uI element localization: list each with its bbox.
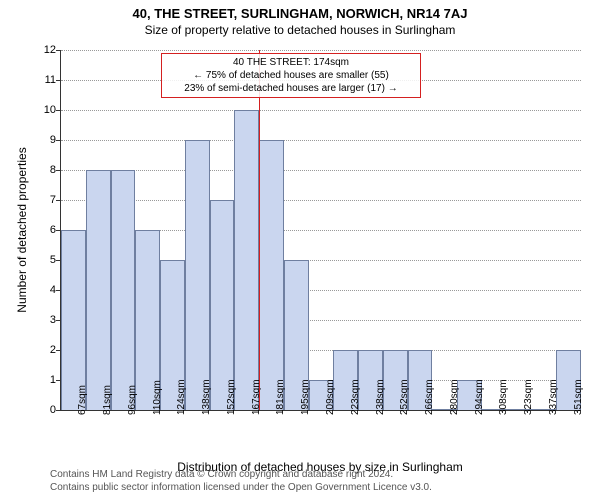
ytick-label: 7: [26, 194, 56, 206]
ytick-label: 2: [26, 344, 56, 356]
annotation-line-3: 23% of semi-detached houses are larger (…: [166, 82, 416, 95]
gridline: [61, 110, 581, 111]
histogram-bar: [86, 170, 111, 410]
xtick-label: 96sqm: [127, 385, 138, 415]
ytick-mark: [56, 50, 61, 51]
xtick-label: 152sqm: [226, 379, 237, 415]
ytick-mark: [56, 200, 61, 201]
xtick-label: 280sqm: [449, 379, 460, 415]
xtick-label: 337sqm: [548, 379, 559, 415]
annotation-line-2: ← 75% of detached houses are smaller (55…: [166, 69, 416, 82]
ytick-label: 8: [26, 164, 56, 176]
histogram-bar: [61, 230, 86, 410]
xtick-label: 308sqm: [498, 379, 509, 415]
gridline: [61, 50, 581, 51]
xtick-label: 124sqm: [176, 379, 187, 415]
plot-region: 012345678910111267sqm81sqm96sqm110sqm124…: [60, 50, 581, 411]
ytick-label: 1: [26, 374, 56, 386]
xtick-label: 138sqm: [201, 379, 212, 415]
ytick-label: 0: [26, 404, 56, 416]
xtick-label: 266sqm: [424, 379, 435, 415]
xtick-label: 351sqm: [573, 379, 584, 415]
xtick-label: 238sqm: [375, 379, 386, 415]
property-marker-line: [259, 50, 260, 410]
xtick-label: 67sqm: [77, 385, 88, 415]
ytick-label: 6: [26, 224, 56, 236]
ytick-label: 4: [26, 284, 56, 296]
ytick-mark: [56, 410, 61, 411]
xtick-label: 223sqm: [350, 379, 361, 415]
xtick-label: 195sqm: [300, 379, 311, 415]
xtick-label: 181sqm: [275, 379, 286, 415]
footer: Contains HM Land Registry data © Crown c…: [50, 468, 432, 494]
ytick-mark: [56, 140, 61, 141]
ytick-label: 3: [26, 314, 56, 326]
xtick-label: 81sqm: [102, 385, 113, 415]
footer-line-2: Contains public sector information licen…: [50, 481, 432, 494]
xtick-label: 252sqm: [399, 379, 410, 415]
ytick-label: 10: [26, 104, 56, 116]
gridline: [61, 200, 581, 201]
ytick-label: 12: [26, 44, 56, 56]
gridline: [61, 140, 581, 141]
chart-subtitle: Size of property relative to detached ho…: [0, 21, 600, 37]
histogram-bar: [185, 140, 210, 410]
chart-container: 40, THE STREET, SURLINGHAM, NORWICH, NR1…: [0, 0, 600, 500]
histogram-bar: [259, 140, 284, 410]
footer-line-1: Contains HM Land Registry data © Crown c…: [50, 468, 432, 481]
xtick-label: 323sqm: [523, 379, 534, 415]
annotation-box: 40 THE STREET: 174sqm ← 75% of detached …: [161, 53, 421, 98]
gridline: [61, 170, 581, 171]
histogram-bar: [111, 170, 136, 410]
xtick-label: 209sqm: [325, 379, 336, 415]
chart-title: 40, THE STREET, SURLINGHAM, NORWICH, NR1…: [0, 0, 600, 21]
ytick-label: 5: [26, 254, 56, 266]
xtick-label: 110sqm: [152, 380, 163, 415]
xtick-label: 294sqm: [474, 379, 485, 415]
ytick-label: 11: [26, 74, 56, 86]
ytick-label: 9: [26, 134, 56, 146]
annotation-line-1: 40 THE STREET: 174sqm: [166, 56, 416, 69]
histogram-bar: [234, 110, 259, 410]
chart-area: Number of detached properties 0123456789…: [60, 50, 580, 410]
ytick-mark: [56, 110, 61, 111]
ytick-mark: [56, 80, 61, 81]
ytick-mark: [56, 170, 61, 171]
